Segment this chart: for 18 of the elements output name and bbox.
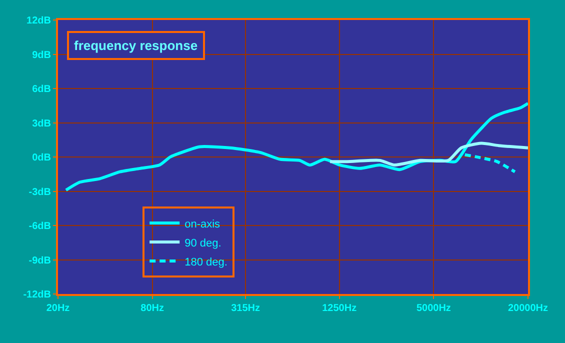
x-tick-label: 20Hz [46,303,70,314]
y-tick-label: -3dB [28,186,51,198]
x-tick-label: 315Hz [231,303,260,314]
text: frequency response [74,38,198,53]
y-tick-label: -9dB [28,255,51,266]
y-tick-label: -6dB [28,221,51,232]
legend-label: 90 deg. [184,237,222,250]
y-tick-label: 0dB [32,152,51,164]
y-tick-label: 9dB [32,50,51,61]
x-tick-label: 20000Hz [508,303,548,314]
line-series [463,153,516,174]
x-tick-label: 5000Hz [416,303,451,314]
x-tick-label: 1250Hz [322,303,357,314]
y-tick-label: 6dB [32,84,51,95]
y-tick-label: 12dB [26,16,51,26]
x-tick-label: 80Hz [140,303,164,314]
y-tick-label: 3dB [32,118,51,130]
y-tick-label: -12dB [23,290,51,300]
